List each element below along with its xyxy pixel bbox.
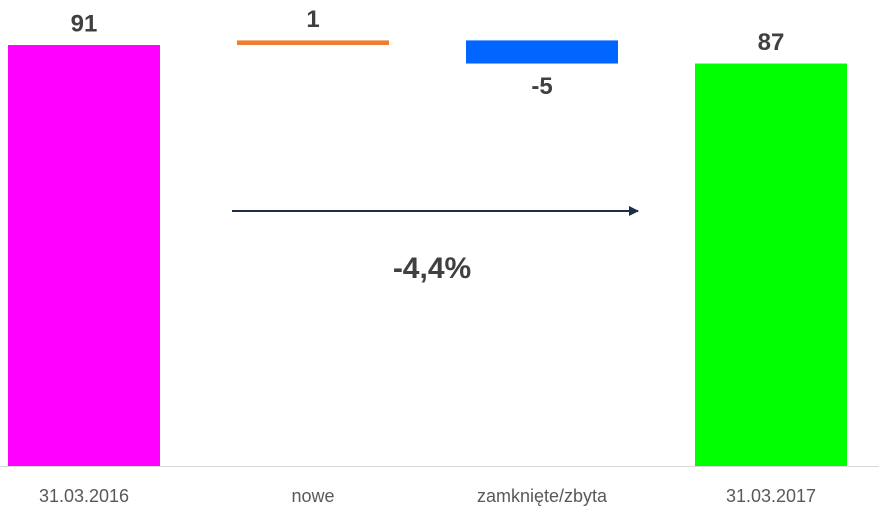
value-label: -5 <box>531 73 552 100</box>
value-label: 1 <box>306 6 319 33</box>
bar <box>237 40 389 46</box>
x-tick-label: nowe <box>291 486 334 506</box>
x-tick-label: 31.03.2016 <box>39 486 129 506</box>
bar <box>8 45 160 467</box>
x-tick-label: 31.03.2017 <box>726 486 816 506</box>
bar <box>695 63 847 467</box>
bar <box>466 40 618 64</box>
change-annotation: -4,4% <box>393 252 471 285</box>
value-label: 91 <box>71 10 98 37</box>
x-tick-label: zamknięte/zbyta <box>477 486 608 506</box>
value-label: 87 <box>758 29 785 56</box>
